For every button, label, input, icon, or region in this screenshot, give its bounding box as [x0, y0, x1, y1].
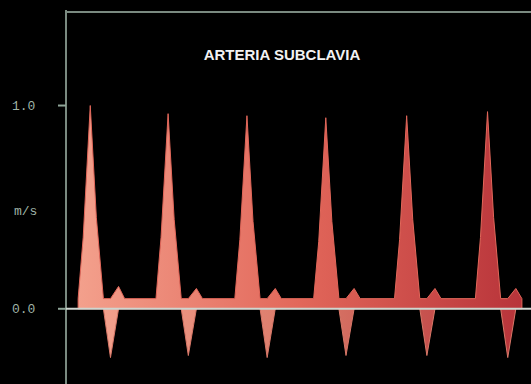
title: ARTERIA SUBCLAVIA — [204, 46, 361, 63]
plot-area — [78, 106, 522, 358]
y-tick-label: 1.0 — [12, 99, 35, 114]
y-tick — [58, 105, 66, 107]
y-tick-label: 0.0 — [12, 302, 35, 317]
baseline — [66, 308, 531, 310]
spectrum-area — [78, 106, 522, 309]
y-tick — [58, 308, 66, 310]
background — [0, 0, 531, 384]
y-axis — [65, 10, 67, 384]
y-label: m/s — [14, 204, 37, 219]
chart: 0.0 1.0 m/s ARTERIA SUBCLAVIA — [0, 0, 531, 384]
x-frame — [66, 11, 531, 13]
spectrum-area — [103, 309, 515, 358]
